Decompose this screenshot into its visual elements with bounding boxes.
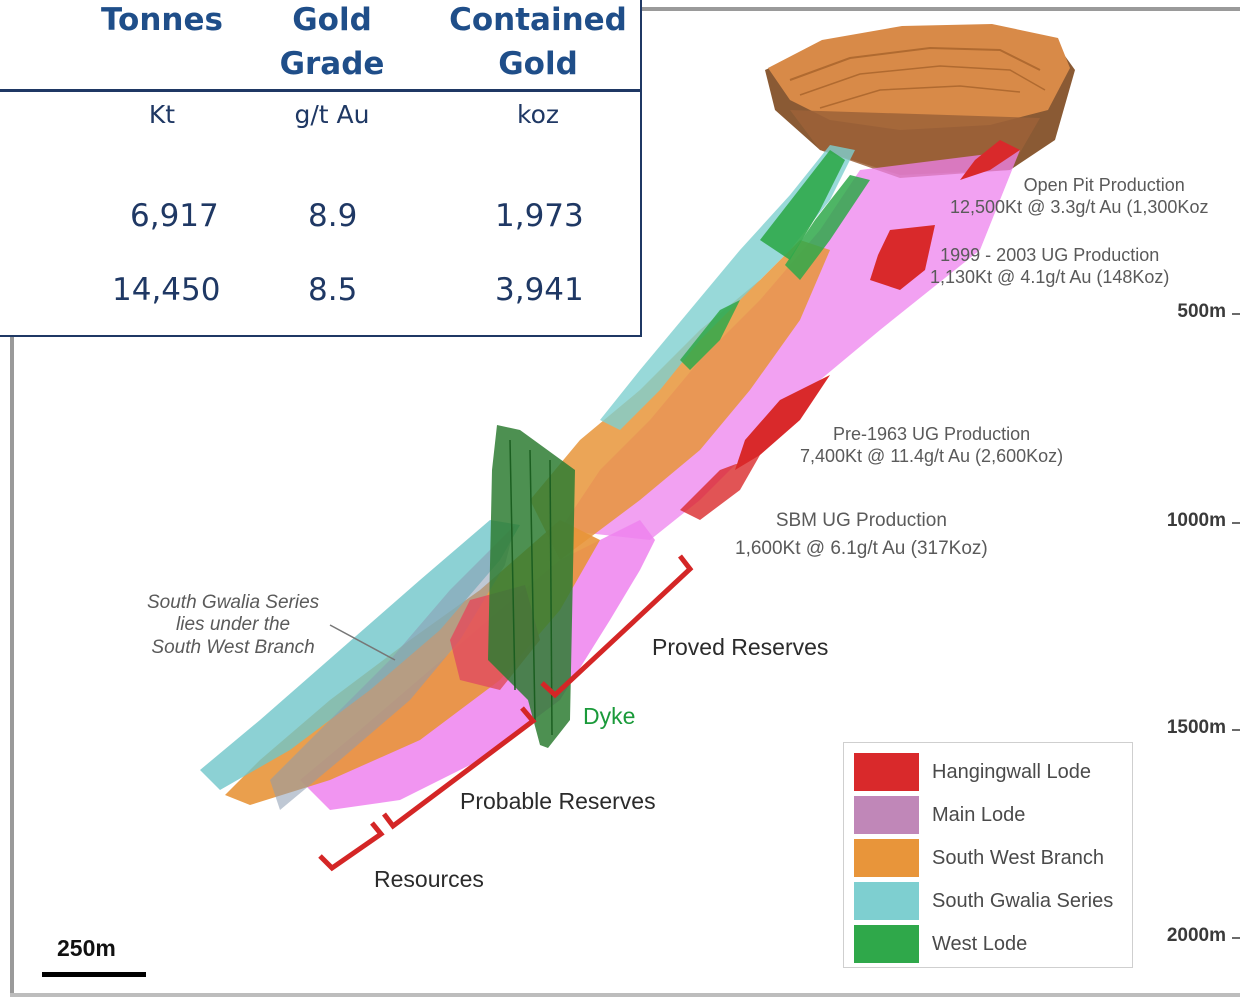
header-line: Contained bbox=[449, 2, 627, 38]
unit-koz: koz bbox=[516, 100, 559, 129]
table-cell: 14,450 bbox=[112, 272, 221, 308]
annotation-title: 1999 - 2003 UG Production bbox=[940, 245, 1160, 265]
west-lode-body bbox=[680, 150, 870, 370]
annotation-detail: 7,400Kt @ 11.4g/t Au (2,600Koz) bbox=[800, 445, 1064, 466]
legend-label: South West Branch bbox=[932, 847, 1104, 869]
note-line: lies under the bbox=[176, 614, 291, 636]
legend-item: South West Branch bbox=[854, 839, 1124, 879]
legend-item: Main Lode bbox=[854, 796, 1124, 836]
legend-swatch bbox=[854, 925, 919, 963]
legend-item: West Lode bbox=[854, 925, 1124, 965]
header-line: Tonnes bbox=[101, 2, 223, 38]
ug-1999-annotation: 1999 - 2003 UG Production 1,130Kt @ 4.1g… bbox=[930, 245, 1169, 289]
depth-tick bbox=[1232, 729, 1240, 731]
legend-swatch bbox=[854, 753, 919, 791]
header-line: Grade bbox=[279, 46, 385, 83]
legend-swatch bbox=[854, 796, 919, 834]
annotation-title: Open Pit Production bbox=[1023, 175, 1185, 195]
frame-top-border bbox=[640, 7, 1240, 11]
table-cell: 1,973 bbox=[495, 198, 584, 234]
south-gwalia-note: South Gwalia Series lies under the South… bbox=[147, 592, 319, 659]
sbm-annotation: SBM UG Production 1,600Kt @ 6.1g/t Au (3… bbox=[735, 507, 988, 562]
depth-tick bbox=[1232, 937, 1240, 939]
depth-tick bbox=[1232, 522, 1240, 524]
open-pit bbox=[765, 24, 1075, 178]
header-line: Gold bbox=[292, 2, 372, 38]
depth-label: 1500m bbox=[1166, 717, 1226, 738]
table-cell: 3,941 bbox=[495, 272, 584, 308]
proved-reserves-label: Proved Reserves bbox=[652, 634, 829, 660]
legend-label: West Lode bbox=[932, 933, 1028, 955]
summary-table: Tonnes Gold Grade Contained Gold Kt g/t … bbox=[0, 0, 642, 337]
resources-label: Resources bbox=[374, 866, 484, 892]
table-cell: 8.9 bbox=[308, 198, 358, 234]
note-line: South West Branch bbox=[151, 636, 315, 658]
pre-1963-annotation: Pre-1963 UG Production 7,400Kt @ 11.4g/t… bbox=[800, 424, 1063, 468]
legend-swatch bbox=[854, 882, 919, 920]
header-rule bbox=[0, 89, 640, 92]
header-contained-gold: Contained Gold bbox=[448, 0, 628, 86]
dyke-label: Dyke bbox=[583, 703, 636, 729]
table-cell: 6,917 bbox=[130, 198, 219, 234]
probable-reserves-label: Probable Reserves bbox=[460, 788, 656, 814]
annotation-title: SBM UG Production bbox=[775, 510, 947, 531]
note-leader-line bbox=[329, 624, 396, 661]
annotation-detail: 1,130Kt @ 4.1g/t Au (148Koz) bbox=[930, 266, 1170, 287]
annotation-detail: 12,500Kt @ 3.3g/t Au (1,300Koz bbox=[950, 196, 1209, 217]
annotation-detail: 1,600Kt @ 6.1g/t Au (317Koz) bbox=[735, 537, 988, 559]
legend-label: Hangingwall Lode bbox=[932, 761, 1092, 783]
depth-label: 1000m bbox=[1166, 510, 1226, 531]
frame-left-border bbox=[10, 336, 14, 997]
open-pit-annotation: Open Pit Production 12,500Kt @ 3.3g/t Au… bbox=[950, 175, 1208, 219]
legend-item: South Gwalia Series bbox=[854, 882, 1124, 922]
frame-bottom-border bbox=[10, 993, 1240, 997]
legend-label: South Gwalia Series bbox=[932, 890, 1114, 912]
legend-item: Hangingwall Lode bbox=[854, 753, 1124, 793]
scale-bar bbox=[42, 972, 146, 977]
annotation-title: Pre-1963 UG Production bbox=[833, 424, 1031, 444]
legend-swatch bbox=[854, 839, 919, 877]
header-line: Gold bbox=[498, 46, 578, 83]
table-cell: 8.5 bbox=[308, 272, 358, 308]
reserve-brackets bbox=[318, 554, 694, 872]
scale-bar-label: 250m bbox=[57, 935, 116, 961]
depth-label: 2000m bbox=[1166, 925, 1226, 946]
unit-grade: g/t Au bbox=[294, 100, 370, 129]
header-tonnes: Tonnes bbox=[92, 0, 232, 42]
header-gold-grade: Gold Grade bbox=[262, 0, 402, 86]
dyke-body bbox=[488, 425, 575, 748]
depth-label: 500m bbox=[1177, 301, 1226, 322]
unit-kt: Kt bbox=[148, 100, 176, 129]
note-line: South Gwalia Series bbox=[147, 592, 320, 613]
depth-tick bbox=[1232, 313, 1240, 315]
legend: Hangingwall Lode Main Lode South West Br… bbox=[843, 742, 1133, 968]
legend-label: Main Lode bbox=[932, 804, 1026, 826]
